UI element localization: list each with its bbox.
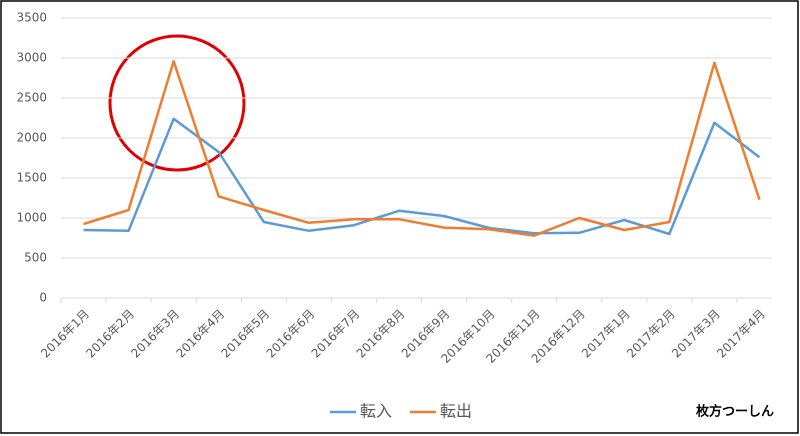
watermark: 枚方つーしん <box>696 404 774 420</box>
y-tick-label: 3000 <box>16 51 47 65</box>
line <box>83 59 761 237</box>
y-tick-label: 500 <box>24 251 47 265</box>
y-tick-label: 3500 <box>16 11 47 25</box>
legend-label: 転入 <box>360 402 392 421</box>
y-tick-label: 0 <box>39 291 47 305</box>
y-tick-label: 1000 <box>16 211 47 225</box>
highlight-circle <box>108 34 246 172</box>
y-tick-label: 2500 <box>16 91 47 105</box>
y-tick-label: 2000 <box>16 131 47 145</box>
legend-label: 転出 <box>440 402 472 421</box>
y-tick-label: 1500 <box>16 171 47 185</box>
